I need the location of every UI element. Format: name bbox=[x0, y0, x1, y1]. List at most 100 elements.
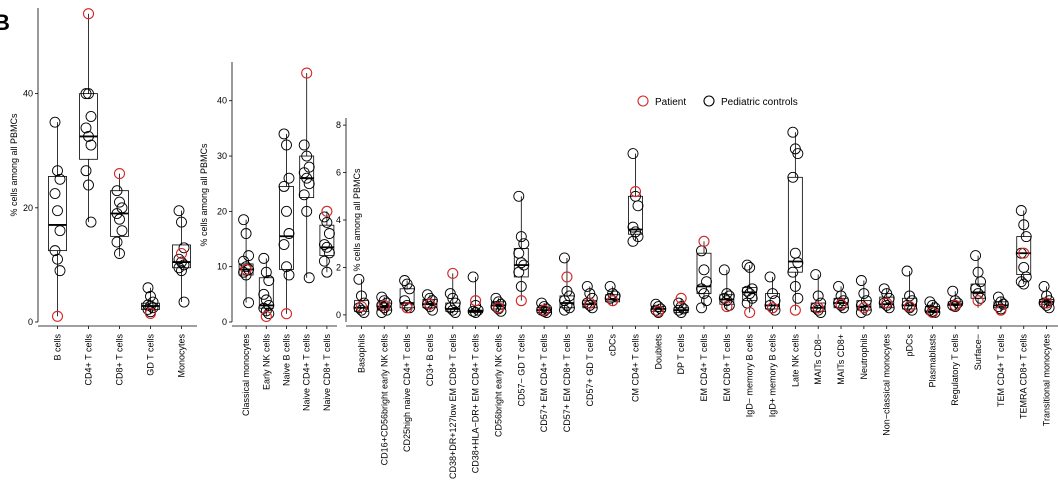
control-point bbox=[559, 252, 570, 264]
patient-point bbox=[721, 301, 733, 313]
y-axis-label: % cells among all PBMCs bbox=[9, 113, 19, 217]
chart-panel-2: 0 10 20 30 40 % cells among all PBMCs Classica… bbox=[199, 62, 337, 416]
control-point bbox=[581, 280, 593, 292]
control-point bbox=[675, 307, 687, 318]
control-point bbox=[301, 150, 313, 162]
patient-point bbox=[280, 308, 293, 320]
control-point bbox=[83, 88, 94, 100]
control-point bbox=[789, 280, 801, 292]
control-point bbox=[80, 88, 92, 100]
control-point bbox=[263, 275, 275, 286]
control-point bbox=[83, 131, 94, 142]
control-point bbox=[301, 205, 313, 217]
patient-point bbox=[470, 295, 482, 307]
patient-point bbox=[949, 299, 961, 311]
control-point bbox=[85, 111, 97, 122]
patient-point bbox=[584, 297, 596, 309]
control-point bbox=[424, 292, 436, 304]
box bbox=[696, 252, 712, 294]
x-tick-label: Naive B cells bbox=[282, 334, 292, 387]
control-point bbox=[769, 304, 781, 316]
control-point bbox=[627, 148, 639, 160]
patient-point bbox=[355, 301, 367, 313]
patient-point bbox=[607, 295, 619, 307]
control-point bbox=[792, 257, 804, 269]
control-point bbox=[652, 301, 664, 313]
control-point bbox=[404, 283, 416, 295]
control-point bbox=[278, 128, 290, 140]
x-tick-label: Non−classical monocytes bbox=[882, 334, 892, 436]
patient-point bbox=[260, 310, 272, 323]
x-tick-label: pDCs bbox=[905, 334, 915, 357]
control-point bbox=[260, 305, 272, 317]
x-tick-label: CD4+ T cells bbox=[84, 334, 94, 386]
control-point bbox=[701, 295, 712, 307]
control-point bbox=[792, 148, 804, 160]
x-tick-label: Doublets bbox=[653, 334, 663, 370]
y-tick-label: 40 bbox=[23, 89, 33, 99]
patient-point bbox=[835, 298, 847, 310]
control-point bbox=[52, 205, 63, 217]
legend-controls-marker bbox=[703, 95, 715, 107]
control-point bbox=[52, 253, 63, 265]
control-point bbox=[929, 307, 941, 318]
x-tick-label: EM CD4+ T cells bbox=[699, 334, 709, 402]
x-tick-label: Naive CD8+ T cells bbox=[322, 334, 332, 411]
control-point bbox=[54, 173, 66, 185]
patient-point bbox=[321, 205, 333, 217]
control-point bbox=[260, 294, 272, 306]
control-point bbox=[321, 266, 333, 278]
patient-point bbox=[629, 185, 642, 198]
control-point bbox=[696, 245, 707, 257]
panel-label: B bbox=[0, 10, 10, 35]
control-point bbox=[1020, 231, 1032, 243]
patient-point bbox=[675, 292, 687, 304]
control-point bbox=[513, 247, 525, 259]
control-point bbox=[323, 247, 335, 259]
patient-point bbox=[903, 301, 916, 313]
control-point bbox=[495, 305, 507, 317]
control-point bbox=[992, 301, 1004, 313]
box bbox=[787, 176, 803, 273]
x-tick-label: CD3+ B cells bbox=[425, 334, 435, 387]
x-tick-label: Transitional monocytes bbox=[1042, 334, 1052, 427]
control-point bbox=[655, 303, 667, 315]
control-point bbox=[176, 256, 187, 268]
patient-point bbox=[812, 302, 824, 314]
x-tick-label: Monocytes bbox=[177, 334, 187, 378]
legend-patient-label: Patient bbox=[655, 97, 686, 108]
control-point bbox=[947, 285, 959, 297]
x-tick-label: CD8+ T cells bbox=[115, 334, 125, 386]
x-tick-label: Neutrophils bbox=[859, 334, 869, 380]
control-point bbox=[399, 275, 411, 286]
control-point bbox=[323, 228, 335, 239]
control-point bbox=[449, 307, 461, 318]
control-point bbox=[838, 302, 849, 314]
legend-controls-label: Pediatric controls bbox=[721, 97, 798, 108]
patient-point bbox=[378, 299, 390, 311]
control-point bbox=[258, 288, 270, 300]
control-point bbox=[173, 205, 185, 217]
control-point bbox=[744, 261, 756, 273]
x-tick-label: MAITs CD8+ bbox=[836, 334, 846, 385]
control-point bbox=[240, 269, 252, 281]
control-point bbox=[178, 242, 190, 254]
control-point bbox=[538, 301, 550, 313]
x-tick-label: CD56bright early NK cells bbox=[493, 334, 503, 438]
y-tick-label: 40 bbox=[217, 96, 227, 106]
control-point bbox=[358, 307, 370, 318]
control-point bbox=[355, 304, 367, 316]
patient-point bbox=[744, 306, 756, 319]
y-tick-label: 0 bbox=[222, 317, 227, 327]
control-point bbox=[518, 238, 530, 250]
x-tick-label: CD57+ EM CD4+ T cells bbox=[539, 334, 549, 433]
control-point bbox=[283, 269, 295, 281]
control-point bbox=[858, 288, 870, 299]
patient-point bbox=[881, 297, 893, 309]
control-point bbox=[787, 171, 799, 183]
patient-point bbox=[561, 271, 573, 283]
patient-point bbox=[175, 247, 188, 260]
control-point bbox=[54, 225, 66, 237]
control-point bbox=[318, 239, 330, 251]
patient-point bbox=[492, 302, 505, 314]
